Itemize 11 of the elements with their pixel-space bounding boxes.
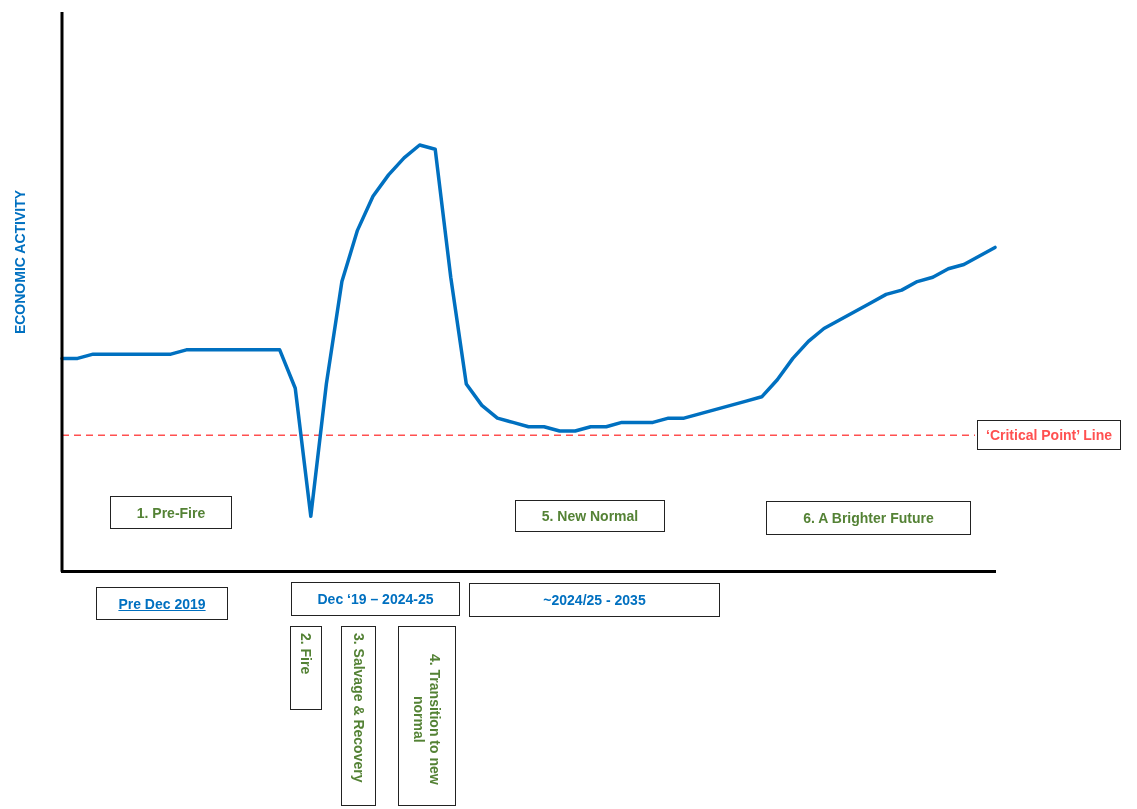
text-frame: 5. New Normal	[515, 500, 665, 532]
text-frame: 6. A Brighter Future	[766, 501, 971, 535]
text-frame: 3. Salvage & Recovery	[341, 626, 376, 806]
text-frame: ~2024/25 - 2035	[469, 583, 720, 617]
text-frame: Pre Dec 2019	[96, 587, 228, 620]
text-frame: 2. Fire	[290, 626, 322, 710]
y-axis-title: ECONOMIC ACTIVITY	[12, 189, 29, 335]
text-frame: 1. Pre-Fire	[110, 496, 232, 529]
ref-line-label: ‘Critical Point’ Line	[977, 420, 1122, 451]
text-frame: Dec ‘19 – 2024-25	[291, 582, 460, 616]
text-frame: 4. Transition to new normal	[398, 626, 456, 806]
